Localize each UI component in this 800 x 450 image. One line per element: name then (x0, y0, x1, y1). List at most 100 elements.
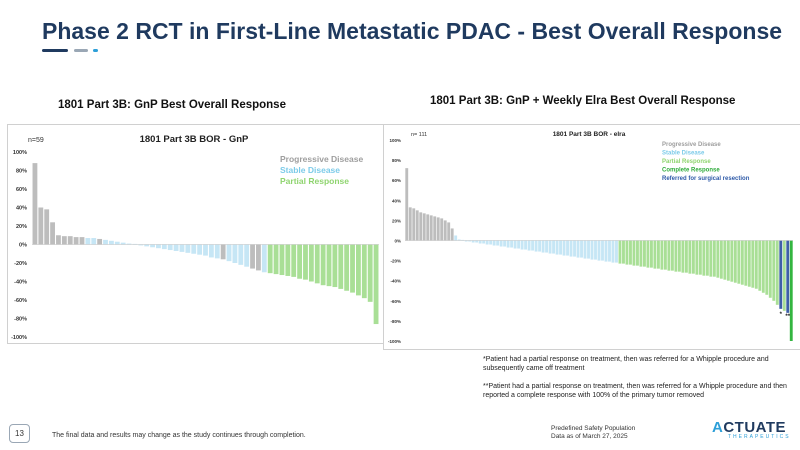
bar (161, 244, 167, 250)
legend-entry-pr: Partial Response (662, 159, 711, 165)
disclaimer: The final data and results may change as… (52, 432, 306, 439)
bar (79, 237, 85, 245)
data-cutoff-info: Predefined Safety Population Data as of … (551, 425, 635, 441)
bar-annotation: * (780, 312, 783, 318)
bar (576, 240, 580, 258)
bar (144, 244, 150, 247)
y-tick-label: -100% (11, 335, 27, 341)
bar (538, 240, 542, 252)
bar (447, 222, 451, 241)
bar (608, 240, 611, 262)
bar (203, 244, 208, 256)
bar (273, 244, 279, 275)
bar (126, 243, 132, 245)
bar (632, 240, 636, 266)
bar (583, 240, 587, 259)
bar (489, 240, 493, 245)
bar (408, 207, 412, 241)
bar (419, 212, 423, 241)
chart-title: 1801 Part 3B BOR - elra (553, 131, 626, 138)
bar (429, 215, 433, 241)
footnote-double-asterisk: **Patient had a partial response on trea… (483, 383, 787, 399)
bar (285, 244, 291, 276)
legend-entry-pd: Progressive Disease (280, 154, 363, 164)
bar (256, 244, 261, 271)
bar (496, 240, 500, 246)
y-tick-label: -80% (390, 319, 401, 324)
bar (618, 240, 622, 264)
bar (779, 240, 783, 309)
bar (475, 240, 479, 243)
bar (650, 240, 653, 268)
bar (350, 244, 355, 293)
bar (677, 240, 681, 272)
logo-subtext: THERAPEUTICS (728, 434, 791, 440)
y-tick-label: 0% (394, 239, 401, 244)
bar (108, 240, 114, 245)
bar (356, 244, 361, 296)
bar (775, 240, 779, 305)
bar (625, 240, 629, 265)
bar (559, 240, 562, 255)
y-tick-label: 40% (16, 206, 27, 212)
page-number: 13 (9, 424, 30, 443)
bar (636, 240, 639, 266)
bar (615, 240, 618, 263)
bar (761, 240, 765, 293)
bar (730, 240, 734, 282)
bar (238, 244, 244, 265)
bar (132, 243, 138, 245)
y-tick-label: -20% (14, 261, 27, 267)
y-tick-label: 20% (16, 224, 27, 230)
bar (754, 240, 758, 289)
bar (590, 240, 594, 260)
bar (698, 240, 702, 275)
bar (527, 240, 531, 251)
bar (450, 228, 454, 241)
bar (709, 240, 713, 277)
bar (604, 240, 608, 262)
bar (38, 207, 44, 245)
y-tick-label: 100% (389, 138, 401, 143)
bar (674, 240, 678, 272)
y-tick-label: 20% (392, 218, 401, 223)
y-tick-label: 80% (392, 158, 401, 163)
bar (185, 244, 191, 253)
bar (91, 238, 97, 245)
legend-entry-pd: Progressive Disease (662, 142, 721, 148)
bar (643, 240, 646, 267)
bar (684, 240, 688, 273)
bar (524, 240, 528, 250)
bar (681, 240, 685, 273)
bar (267, 244, 273, 274)
bar (688, 240, 692, 274)
bar (667, 240, 671, 271)
bar (85, 238, 91, 245)
bar (32, 163, 38, 245)
bar (220, 244, 226, 260)
bar (506, 240, 510, 248)
y-tick-label: 100% (13, 150, 27, 156)
bar (562, 240, 566, 256)
bar (517, 240, 521, 249)
bar (765, 240, 769, 295)
bar (601, 240, 604, 261)
bar (726, 240, 730, 281)
bar (320, 244, 326, 286)
bar (464, 240, 468, 242)
bar (415, 210, 419, 241)
bar (656, 240, 660, 269)
bar (772, 240, 776, 301)
bar (569, 240, 573, 257)
legend-entry-sd: Stable Disease (662, 151, 705, 157)
bar (485, 240, 489, 245)
bar (73, 237, 79, 245)
bar (691, 240, 695, 274)
bar (150, 244, 155, 248)
bar (611, 240, 615, 263)
bar (226, 244, 232, 262)
bar (338, 244, 344, 289)
safety-population: Predefined Safety Population (551, 425, 636, 432)
bar (555, 240, 559, 255)
bar (244, 244, 250, 267)
